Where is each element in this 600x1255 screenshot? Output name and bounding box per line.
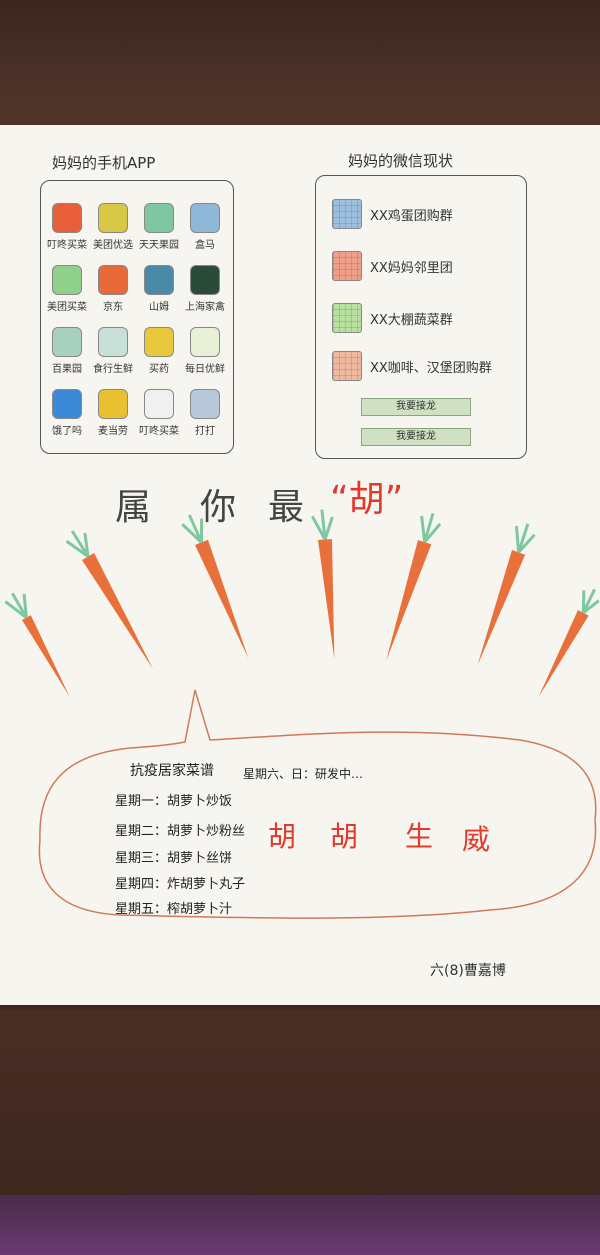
leaf-icon <box>52 265 82 295</box>
app-9[interactable]: 百果园 <box>45 327 89 375</box>
app-label: 美团买菜 <box>47 302 87 313</box>
app-10[interactable]: 食行生鲜 <box>91 327 135 375</box>
app-label: 打打 <box>195 426 215 437</box>
app-label: 食行生鲜 <box>93 364 133 375</box>
app-13[interactable]: 饿了吗 <box>45 389 89 437</box>
carrot-icon <box>4 592 70 697</box>
e-icon <box>52 389 82 419</box>
fresh-icon <box>190 327 220 357</box>
app-11[interactable]: 买药 <box>137 327 181 375</box>
m-icon <box>98 389 128 419</box>
carrots-illustration <box>4 509 600 697</box>
app-14[interactable]: 麦当劳 <box>91 389 135 437</box>
grid-icon <box>332 303 362 333</box>
big-red-char-1: 胡 <box>268 820 297 853</box>
wechat-group-1[interactable]: XX鸡蛋团购群 <box>332 198 453 230</box>
app-8[interactable]: 上海家禽 <box>183 265 227 313</box>
square-icon <box>144 203 174 233</box>
app-label: 叮咚买菜 <box>47 240 87 251</box>
recipe-day: 星期三：胡萝卜丝饼 <box>115 851 233 866</box>
recipe-day: 星期四：炸胡萝卜丸子 <box>115 877 246 892</box>
carrot-icon <box>65 530 154 670</box>
carrot-icon <box>538 588 600 697</box>
carrot-icon <box>386 512 442 662</box>
group-label: XX大棚蔬菜群 <box>370 312 453 328</box>
fruit-icon <box>52 327 82 357</box>
app-label: 麦当劳 <box>98 426 128 437</box>
big-red-char-4: 威 <box>462 823 491 856</box>
app-label: 美团优选 <box>93 240 133 251</box>
big-red-char-3: 生 <box>405 820 434 853</box>
diamond-icon <box>144 265 174 295</box>
phone-frame: 叮咚买菜 美团优选 天天果园 盒马 美团买菜 京东 山姆 上海家禽 百果园 食行生鲜 买药 每日优鲜饿… <box>40 180 234 454</box>
app-label: 天天果园 <box>139 240 179 251</box>
app-3[interactable]: 天天果园 <box>137 203 181 251</box>
group-label: XX咖啡、汉堡团购群 <box>370 360 492 376</box>
wechat-group-2[interactable]: XX妈妈邻里团 <box>332 250 453 282</box>
app-label: 每日优鲜 <box>185 364 225 375</box>
poultry-icon <box>190 265 220 295</box>
app-7[interactable]: 山姆 <box>137 265 181 313</box>
carrot-icon <box>52 203 82 233</box>
app-label: 买药 <box>149 364 169 375</box>
app-16[interactable]: 打打 <box>183 389 227 437</box>
heart-icon <box>144 389 174 419</box>
slogan-char-2: 你 <box>200 487 237 528</box>
slogan-char-3: 最 <box>268 487 305 528</box>
wechat-frame: XX鸡蛋团购群 XX妈妈邻里团 XX大棚蔬菜群 XX咖啡、汉堡团购群 我要接龙 … <box>315 175 527 459</box>
slogan-char-1: 属 <box>115 487 152 528</box>
app-5[interactable]: 美团买菜 <box>45 265 89 313</box>
app-label: 京东 <box>103 302 123 313</box>
grid-icon <box>332 199 362 229</box>
recipe-day: 星期二：胡萝卜炒粉丝 <box>115 824 246 839</box>
phone-section-title: 妈妈的手机APP <box>52 154 156 172</box>
carrot-icon <box>311 509 335 660</box>
floor <box>0 1195 600 1255</box>
slogan-highlight: “胡” <box>330 479 404 520</box>
recipe-day: 星期一：胡萝卜炒饭 <box>115 794 233 809</box>
bag-icon <box>98 203 128 233</box>
app-2[interactable]: 美团优选 <box>91 203 135 251</box>
pill-icon <box>144 327 174 357</box>
bottle-icon <box>190 389 220 419</box>
wechat-section-title: 妈妈的微信现状 <box>348 152 454 170</box>
big-red-char-2: 胡 <box>330 820 359 853</box>
app-6[interactable]: 京东 <box>91 265 135 313</box>
app-label: 山姆 <box>149 302 169 313</box>
basket-icon <box>98 327 128 357</box>
speech-bubble <box>38 689 597 919</box>
app-15[interactable]: 叮咚买菜 <box>137 389 181 437</box>
recipe-weekend: 星期六、日：研发中… <box>243 767 364 781</box>
recipe-title: 抗疫居家菜谱 <box>130 763 214 779</box>
group-label: XX鸡蛋团购群 <box>370 208 453 224</box>
wooden-table-bottom <box>0 1000 600 1200</box>
carrot-icon <box>477 523 536 666</box>
fish-icon <box>190 203 220 233</box>
grid-icon <box>332 351 362 381</box>
wechat-group-3[interactable]: XX大棚蔬菜群 <box>332 302 453 334</box>
app-4[interactable]: 盒马 <box>183 203 227 251</box>
grid-icon <box>332 251 362 281</box>
signature: 六(8)曹嘉博 <box>430 963 506 979</box>
app-12[interactable]: 每日优鲜 <box>183 327 227 375</box>
join-chain-button-2[interactable]: 我要接龙 <box>361 428 471 446</box>
group-label: XX妈妈邻里团 <box>370 260 453 276</box>
recipe-day: 星期五：榨胡萝卜汁 <box>115 902 233 917</box>
join-chain-button-1[interactable]: 我要接龙 <box>361 398 471 416</box>
carrot-icon <box>181 514 249 659</box>
wechat-group-4[interactable]: XX咖啡、汉堡团购群 <box>332 350 492 382</box>
dog-icon <box>98 265 128 295</box>
app-label: 饿了吗 <box>52 426 82 437</box>
app-label: 叮咚买菜 <box>139 426 179 437</box>
app-label: 上海家禽 <box>185 302 225 313</box>
wooden-table-top <box>0 0 600 130</box>
app-1[interactable]: 叮咚买菜 <box>45 203 89 251</box>
app-label: 百果园 <box>52 364 82 375</box>
app-label: 盒马 <box>195 240 215 251</box>
